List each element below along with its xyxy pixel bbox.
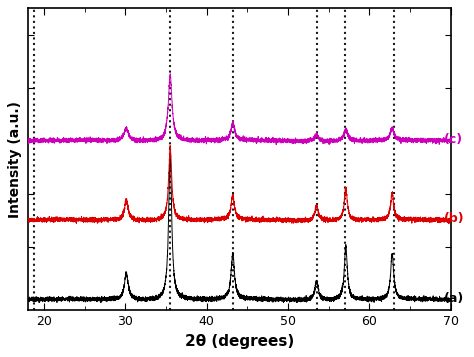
Text: (a): (a) — [444, 292, 465, 305]
Text: (b): (b) — [444, 212, 465, 225]
Y-axis label: Intensity (a.u.): Intensity (a.u.) — [9, 101, 22, 218]
Text: (c): (c) — [444, 133, 463, 146]
X-axis label: 2θ (degrees): 2θ (degrees) — [185, 334, 294, 349]
